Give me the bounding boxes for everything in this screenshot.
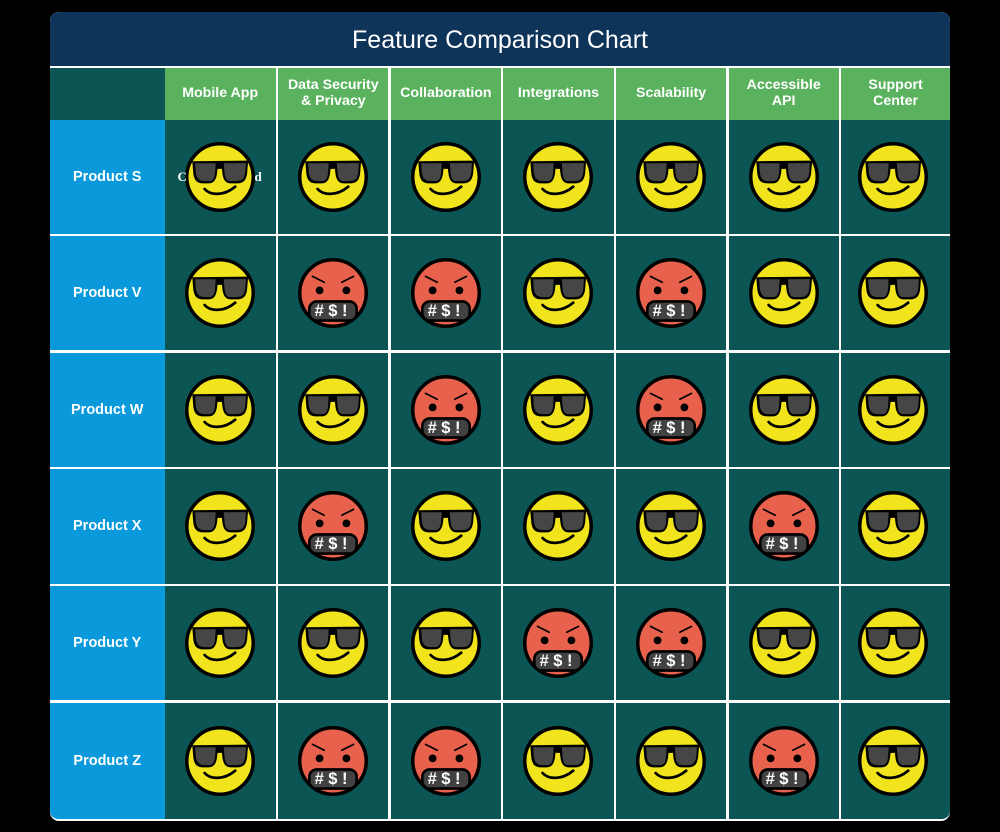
svg-text:#$!: #$! (428, 770, 465, 788)
svg-text:#$!: #$! (315, 536, 352, 554)
svg-text:#$!: #$! (653, 302, 690, 320)
svg-text:#$!: #$! (540, 652, 577, 670)
svg-text:#$!: #$! (765, 536, 802, 554)
svg-text:#$!: #$! (653, 419, 690, 437)
svg-text:#$!: #$! (315, 302, 352, 320)
svg-text:#$!: #$! (315, 770, 352, 788)
svg-text:#$!: #$! (428, 302, 465, 320)
svg-text:#$!: #$! (428, 419, 465, 437)
svg-text:#$!: #$! (765, 770, 802, 788)
svg-text:#$!: #$! (653, 652, 690, 670)
